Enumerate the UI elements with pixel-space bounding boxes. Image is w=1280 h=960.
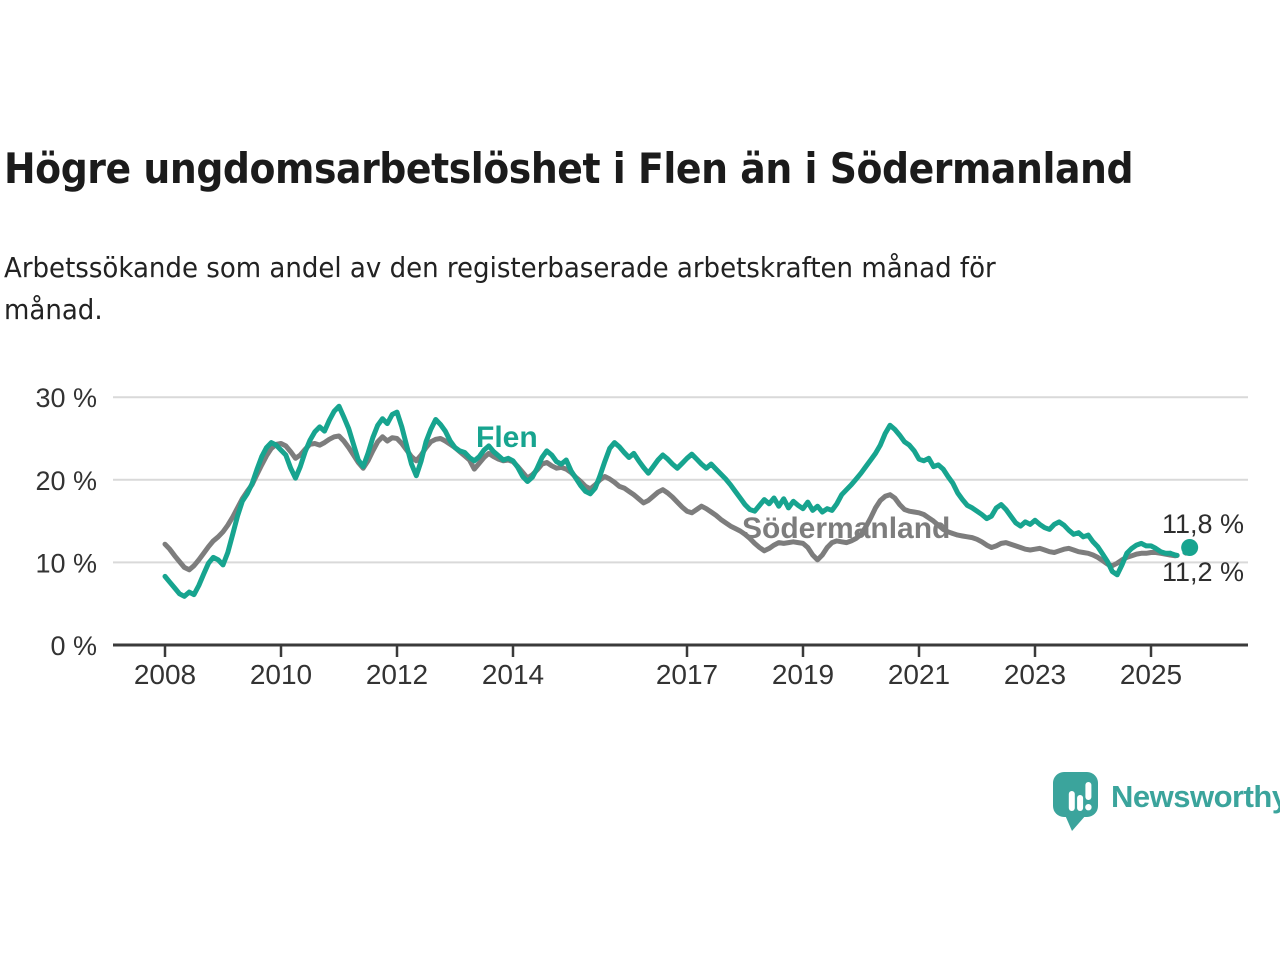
brand-name: Newsworthy [1111, 779, 1280, 814]
x-tick-label: 2025 [1120, 659, 1182, 690]
x-tick-label: 2019 [772, 659, 834, 690]
y-tick-label: 10 % [35, 548, 97, 578]
y-tick-label: 0 % [50, 631, 97, 661]
x-tick-label: 2023 [1004, 659, 1066, 690]
newsworthy-logo-icon [1053, 772, 1098, 831]
x-tick-label: 2008 [134, 659, 196, 690]
chart-subtitle: Arbetssökande som andel av den registerb… [4, 247, 996, 331]
x-tick-label: 2021 [888, 659, 950, 690]
x-tick-label: 2014 [482, 659, 544, 690]
subtitle-line-1: Arbetssökande som andel av den registerb… [4, 251, 996, 284]
subtitle-line-2: månad. [4, 293, 103, 326]
series-end-dot-flen [1181, 539, 1199, 557]
y-tick-label: 20 % [35, 466, 97, 496]
end-value-label-sodermanland: 11,2 % [1162, 557, 1245, 587]
x-tick-label: 2012 [366, 659, 428, 690]
series-line-södermanland [162, 433, 1173, 573]
series-label-sodermanland: Södermanland [742, 512, 951, 545]
series-label-flen: Flen [476, 421, 538, 454]
series-line-flen [162, 403, 1173, 599]
x-tick-label: 2017 [656, 659, 718, 690]
y-tick-label: 30 % [35, 383, 97, 413]
x-tick-label: 2010 [250, 659, 312, 690]
end-value-label-flen: 11,8 % [1162, 509, 1245, 539]
chart-title: Högre ungdomsarbetslöshet i Flen än i Sö… [4, 144, 1134, 193]
newsworthy-brand: Newsworthy [1052, 771, 1280, 832]
